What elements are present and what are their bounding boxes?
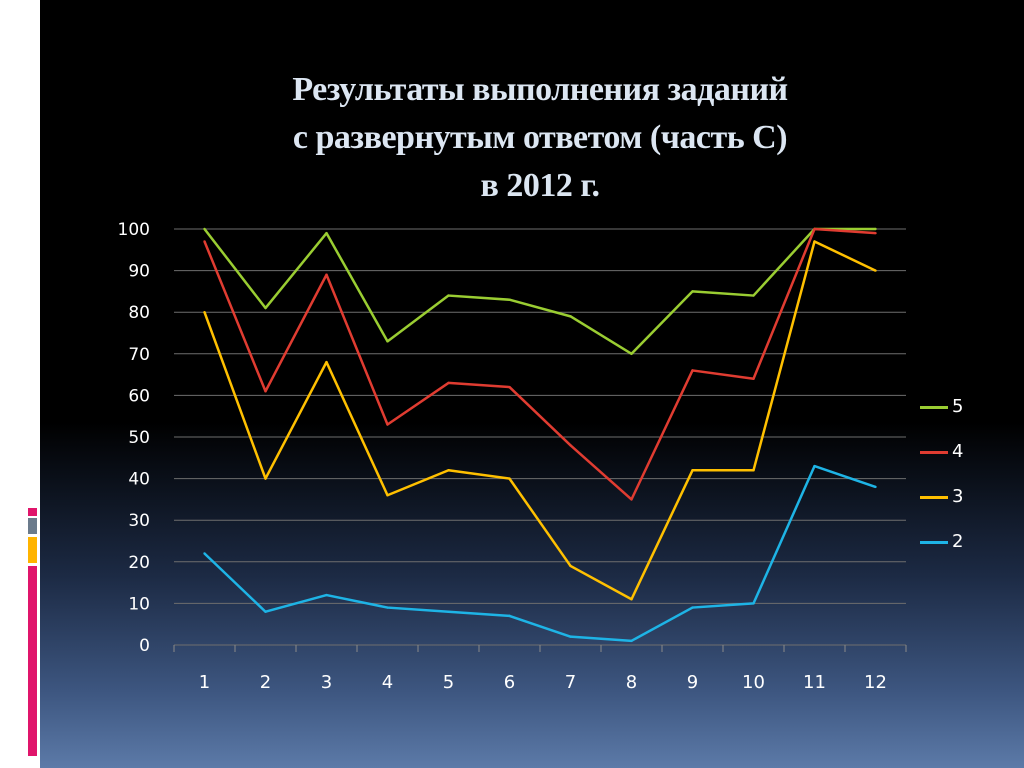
x-tick-label: 3 (321, 672, 332, 693)
legend-swatch (920, 541, 948, 544)
data-point (508, 477, 511, 480)
x-tick-label: 5 (443, 672, 454, 693)
data-point (203, 227, 206, 231)
y-tick-label: 80 (128, 303, 150, 323)
deco-bar (20, 100, 34, 106)
data-point (752, 377, 755, 380)
data-point (508, 298, 511, 301)
data-point (691, 606, 694, 609)
series-line-4 (203, 227, 876, 501)
data-point (447, 294, 450, 297)
data-point (264, 610, 267, 613)
data-point (752, 469, 755, 472)
y-tick-label: 20 (128, 553, 150, 573)
y-tick-label: 90 (128, 262, 150, 282)
x-tick-label: 11 (803, 672, 826, 693)
y-tick-label: 40 (128, 470, 150, 490)
deco-bar (20, 72, 34, 78)
x-tick-label: 2 (260, 672, 271, 693)
data-point (874, 231, 877, 235)
y-tick-label: 0 (139, 636, 150, 656)
deco-bar (20, 58, 34, 64)
data-point (630, 352, 633, 355)
y-tick-label: 30 (128, 511, 150, 531)
data-point (508, 614, 511, 618)
data-point (508, 385, 511, 389)
data-point (813, 240, 816, 243)
x-tick-label: 6 (504, 672, 515, 693)
data-point (386, 494, 389, 497)
y-tick-label: 10 (128, 594, 150, 614)
title-line: Результаты выполнения заданий (292, 71, 788, 108)
data-point (203, 552, 206, 555)
data-point (264, 390, 267, 393)
deco-bar (20, 20, 34, 26)
x-tick-label: 7 (565, 672, 576, 693)
data-point (325, 231, 328, 235)
data-point (386, 423, 389, 426)
series-line-5 (203, 227, 876, 356)
legend-label: 4 (952, 441, 964, 462)
legend-label: 5 (952, 396, 964, 417)
legend-label: 3 (952, 486, 964, 507)
decorative-stripe (28, 518, 37, 534)
data-point (325, 593, 328, 597)
data-point (874, 485, 877, 489)
data-point (325, 273, 328, 276)
legend-swatch (920, 406, 948, 409)
legend-label: 2 (952, 531, 964, 552)
title-line: в 2012 г. (480, 167, 600, 204)
data-point (264, 477, 267, 480)
y-tick-label: 60 (128, 386, 150, 406)
x-tick-label: 12 (864, 672, 887, 693)
x-tick-label: 10 (742, 672, 765, 693)
data-point (447, 469, 450, 472)
data-point (630, 598, 633, 601)
title-line: с развернутым ответом (часть С) (292, 119, 788, 156)
series-line-3 (203, 240, 877, 601)
data-point (447, 610, 450, 613)
slide-background (40, 0, 1024, 768)
x-tick-label: 4 (382, 672, 393, 693)
data-point (325, 360, 328, 364)
data-point (203, 240, 206, 243)
legend-swatch (920, 496, 948, 499)
data-point (752, 294, 755, 297)
data-point (630, 498, 633, 501)
data-point (569, 635, 572, 638)
data-point (447, 381, 450, 385)
y-tick-label: 50 (128, 428, 150, 448)
x-tick-label: 9 (687, 672, 698, 693)
data-point (386, 606, 389, 609)
data-point (691, 469, 694, 472)
y-tick-label: 100 (118, 220, 150, 240)
data-point (874, 227, 877, 231)
x-tick-label: 1 (199, 672, 210, 693)
series-line-2 (203, 464, 876, 643)
data-point (264, 306, 267, 310)
data-point (691, 290, 694, 293)
decorative-stripe (28, 566, 37, 756)
x-tick-label: 8 (626, 672, 637, 693)
data-point (203, 311, 206, 314)
data-point (874, 269, 877, 272)
data-point (569, 564, 572, 568)
decorative-stripe (28, 537, 37, 563)
deco-bar (20, 44, 34, 50)
slide-title: Результаты выполнения заданий с разверну… (250, 66, 830, 210)
decorative-stripe (28, 508, 37, 516)
deco-bar (20, 86, 34, 92)
legend-swatch (920, 451, 948, 454)
data-point (691, 369, 694, 372)
data-point (630, 639, 633, 643)
data-point (752, 602, 755, 605)
data-point (569, 444, 572, 447)
data-point (386, 340, 389, 343)
data-point (813, 464, 816, 468)
y-tick-label: 70 (128, 345, 150, 365)
data-point (813, 227, 816, 231)
data-point (569, 315, 572, 318)
